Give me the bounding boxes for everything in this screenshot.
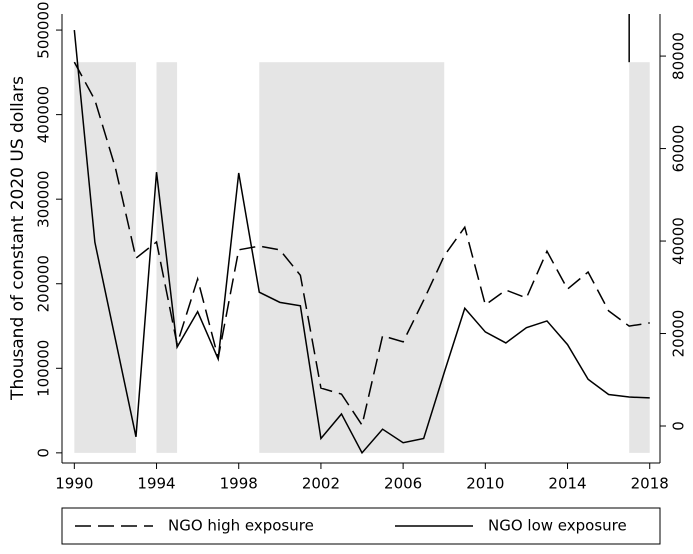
x-tick-label: 1990 <box>55 475 93 493</box>
y-tick-label: 500000 <box>35 1 53 58</box>
shaded-period <box>629 62 650 453</box>
y-tick-label: 400000 <box>35 86 53 143</box>
y2-tick-label: 80000 <box>670 32 688 80</box>
y-tick-label: 100000 <box>35 340 53 397</box>
x-tick-label: 2018 <box>631 475 669 493</box>
y2-tick-label: 20000 <box>670 310 688 358</box>
x-tick-label: 2014 <box>548 475 586 493</box>
x-tick-label: 1994 <box>137 475 175 493</box>
y-tick-label: 300000 <box>35 171 53 228</box>
series-line <box>73 29 650 455</box>
y-tick-label: 200000 <box>35 255 53 312</box>
y2-tick-label: 0 <box>670 421 688 431</box>
y-tick-label: 0 <box>35 448 53 458</box>
series-line <box>73 61 650 427</box>
x-tick-label: 2010 <box>466 475 504 493</box>
y2-tick-label: 60000 <box>670 125 688 173</box>
legend-box <box>61 507 661 545</box>
x-tick-label: 2002 <box>302 475 340 493</box>
x-tick-label: 2006 <box>384 475 422 493</box>
legend-label: NGO high exposure <box>168 517 314 535</box>
y2-tick-label: 40000 <box>670 217 688 265</box>
y-axis-label: Thousand of constant 2020 US dollars <box>8 76 28 401</box>
x-tick-label: 1998 <box>220 475 258 493</box>
shaded-period <box>259 62 445 453</box>
legend-label: NGO low exposure <box>488 517 627 535</box>
